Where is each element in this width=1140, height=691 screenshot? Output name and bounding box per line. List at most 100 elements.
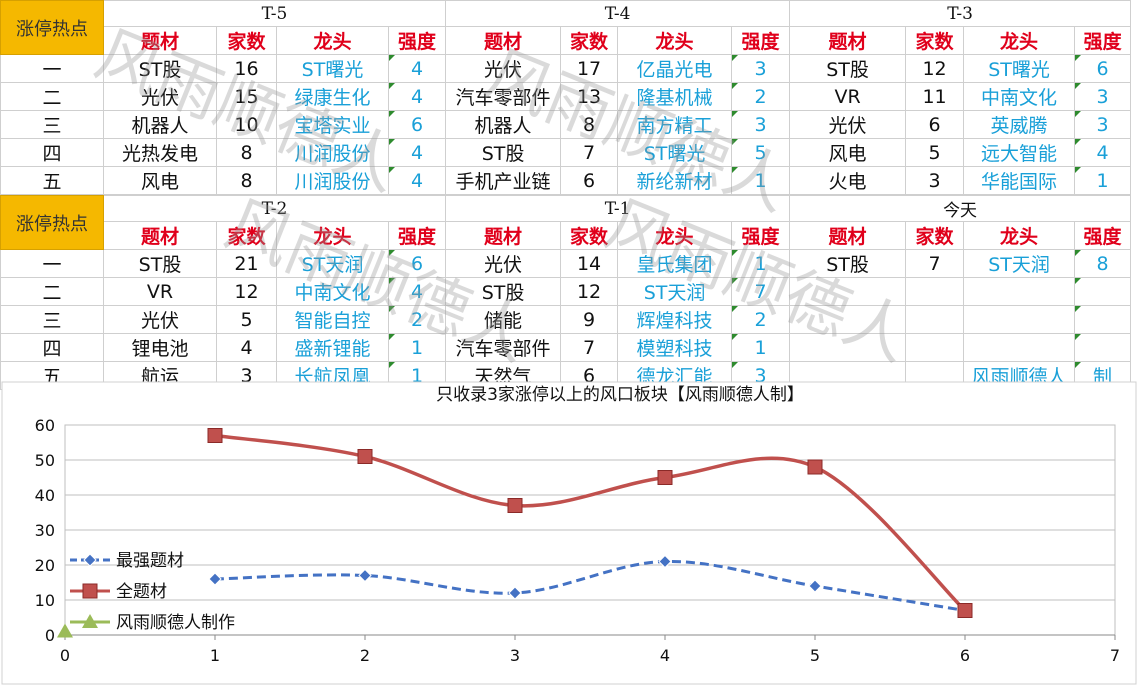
- column-header-count: 家数: [560, 221, 619, 250]
- rank-cell: 四: [0, 333, 104, 362]
- theme-cell: [789, 333, 907, 362]
- data-point: [957, 603, 973, 618]
- period-header: T-3: [789, 0, 1132, 27]
- count-cell: 7: [560, 138, 619, 167]
- strength-cell: 6: [387, 249, 447, 278]
- column-header-theme: 题材: [789, 221, 907, 250]
- data-point: [657, 470, 673, 485]
- count-cell: 12: [905, 54, 965, 83]
- data-point: [358, 568, 372, 583]
- leader-cell: 新纶新材: [617, 166, 733, 195]
- data-point: [658, 554, 672, 569]
- table-row: 五航运 3 长航凤凰 1 天然气 6 德龙汇能 3 风雨顺德人制: [0, 361, 1132, 390]
- period-header: T-1: [445, 195, 791, 222]
- column-header-leader: 龙头: [963, 26, 1076, 55]
- count-cell: 8: [216, 138, 277, 167]
- period-header: 今天: [789, 195, 1132, 222]
- x-tick-label: 7: [1110, 646, 1120, 665]
- theme-cell: VR: [789, 82, 907, 111]
- theme-cell: 机器人: [445, 110, 562, 139]
- leader-cell: ST天润: [963, 249, 1076, 278]
- leader-cell: 川润股份: [276, 166, 389, 195]
- data-point: [357, 449, 373, 464]
- strength-cell: 4: [387, 277, 447, 306]
- x-tick-label: 3: [510, 646, 520, 665]
- count-cell: [905, 277, 965, 306]
- theme-cell: 火电: [789, 166, 907, 195]
- count-cell: 11: [905, 82, 965, 111]
- column-header-strength: 强度: [387, 221, 447, 250]
- data-point: [208, 572, 222, 586]
- column-header-count: 家数: [905, 26, 965, 55]
- column-header-leader: 龙头: [963, 221, 1076, 250]
- strength-cell: 3: [731, 110, 791, 139]
- strength-cell: 1: [387, 333, 447, 362]
- leader-cell: 亿晶光电: [617, 54, 733, 83]
- count-cell: 13: [560, 82, 619, 111]
- x-tick-label: 0: [60, 646, 70, 665]
- strength-cell: [1074, 305, 1132, 334]
- count-cell: 8: [216, 166, 277, 195]
- y-tick-label: 60: [35, 416, 55, 435]
- leader-cell: ST曙光: [963, 54, 1076, 83]
- leader-cell: [963, 305, 1076, 334]
- theme-cell: 锂电池: [103, 333, 217, 362]
- count-cell: 8: [560, 110, 619, 139]
- theme-cell: ST股: [789, 54, 907, 83]
- leader-cell: 中南文化: [963, 82, 1076, 111]
- rank-cell: 三: [0, 305, 104, 334]
- strength-cell: 4: [387, 54, 447, 83]
- count-cell: 7: [560, 333, 619, 362]
- theme-cell: 光伏: [103, 305, 217, 334]
- table-row: 四光热发电 8 川润股份 4 ST股 7 ST曙光 5 风电 5 远大智能 4: [0, 138, 1132, 167]
- count-cell: 21: [216, 249, 277, 278]
- column-header-strength: 强度: [1074, 221, 1132, 250]
- line-chart: 只收录3家涨停以上的风口板块【风雨顺德人制】 0 10 20 30 40 50 60 0 1 2 3 4…: [1, 381, 1137, 685]
- leader-cell: 隆基机械: [617, 82, 733, 111]
- leader-cell: 川润股份: [276, 138, 389, 167]
- strength-cell: 6: [387, 110, 447, 139]
- legend-marker: [83, 553, 97, 567]
- count-cell: [905, 333, 965, 362]
- strength-cell: 4: [387, 166, 447, 195]
- leader-cell: 英威腾: [963, 110, 1076, 139]
- count-cell: 4: [216, 333, 277, 362]
- series-line-1: [214, 559, 966, 612]
- theme-cell: ST股: [789, 249, 907, 278]
- count-cell: 7: [905, 249, 965, 278]
- count-cell: 16: [216, 54, 277, 83]
- theme-cell: ST股: [445, 277, 562, 306]
- data-point: [807, 459, 823, 475]
- data-point: [207, 428, 223, 443]
- data-point: [508, 586, 522, 600]
- column-header-strength: 强度: [731, 26, 791, 55]
- leader-cell: ST天润: [276, 249, 389, 278]
- table-row: 三光伏 5 智能自控 2 储能 9 辉煌科技 2: [0, 305, 1132, 334]
- column-header-leader: 龙头: [617, 26, 733, 55]
- column-header-count: 家数: [905, 221, 965, 250]
- count-cell: 14: [560, 249, 619, 278]
- theme-cell: 汽车零部件: [445, 82, 562, 111]
- x-tick-label: 4: [660, 646, 670, 665]
- x-tick-label: 6: [960, 646, 970, 665]
- data-point: [57, 623, 73, 638]
- column-header-leader: 龙头: [276, 221, 389, 250]
- column-header-theme: 题材: [445, 221, 562, 250]
- column-header-count: 家数: [560, 26, 619, 55]
- period-header: T-4: [445, 0, 791, 27]
- count-cell: 5: [905, 138, 965, 167]
- leader-cell: 远大智能: [963, 138, 1076, 167]
- count-cell: 17: [560, 54, 619, 83]
- column-header-count: 家数: [216, 26, 277, 55]
- table-row: 二 VR 12 中南文化 4 ST股 12 ST天润 7: [0, 277, 1132, 306]
- theme-cell: 风电: [103, 166, 217, 195]
- leader-cell: 智能自控: [276, 305, 389, 334]
- column-header-leader: 龙头: [617, 221, 733, 250]
- table-row: 一 ST股 16 ST曙光 4 光伏 17 亿晶光电 3 ST股 12 ST曙光 6: [0, 54, 1132, 83]
- rank-cell: 二: [0, 277, 104, 306]
- column-header-strength: 强度: [731, 221, 791, 250]
- strength-cell: 3: [1074, 82, 1132, 111]
- theme-cell: 手机产业链: [445, 166, 562, 195]
- strength-cell: 5: [731, 138, 791, 167]
- legend-marker: [82, 614, 98, 628]
